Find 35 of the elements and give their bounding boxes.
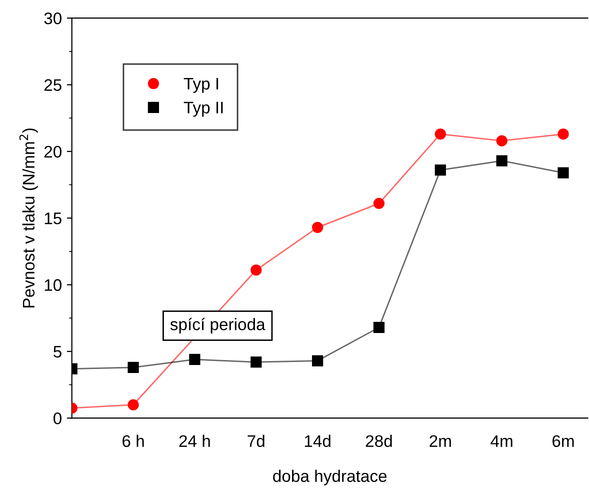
- point: [373, 322, 385, 333]
- y-tick-label: 20: [44, 146, 62, 158]
- point: [189, 354, 200, 365]
- x-tick-label: 24 h: [179, 434, 210, 447]
- legend-label: Typ II: [184, 102, 223, 117]
- point: [128, 362, 139, 373]
- y-axis-title: Pevnost v tlaku (N/mm$^{2}$): [19, 128, 38, 308]
- y-tick-label: 0: [54, 412, 62, 424]
- x-tick-label: 6m: [552, 435, 574, 448]
- x-tick-label: 4m: [490, 435, 512, 447]
- x-axis-title: doba hydratace: [273, 470, 387, 486]
- point: [434, 164, 446, 176]
- y-tick-label: 30: [44, 12, 62, 24]
- x-tick-label: 14d: [304, 434, 330, 448]
- x-tick-label: 7d: [248, 434, 264, 448]
- point: [250, 264, 262, 276]
- y-tick-label: 5: [54, 346, 62, 358]
- x-tick-label: 2m: [430, 435, 451, 447]
- point: [558, 128, 569, 140]
- y-tick-label: 15: [44, 212, 62, 224]
- y-tick-label: 25: [44, 79, 62, 91]
- point: [312, 355, 324, 366]
- point: [434, 128, 446, 140]
- point: [250, 356, 262, 368]
- point: [128, 399, 139, 410]
- point: [496, 155, 508, 166]
- x-tick-label: 6 h: [122, 434, 144, 448]
- point: [312, 222, 324, 233]
- point: [496, 135, 508, 146]
- y-tick-label: 10: [44, 279, 62, 291]
- x-tick-label: 28d: [366, 434, 392, 448]
- legend-label: Typ I: [184, 78, 218, 93]
- point: [373, 198, 385, 209]
- annotation: spící perioda: [170, 318, 266, 334]
- point: [558, 167, 569, 178]
